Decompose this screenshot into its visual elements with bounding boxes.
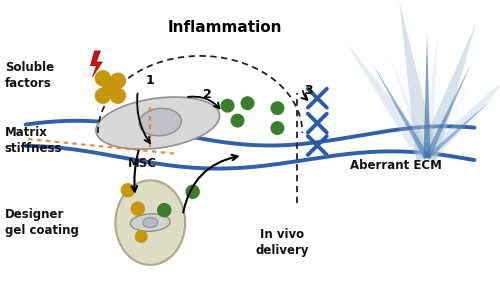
Ellipse shape [130, 214, 170, 231]
Circle shape [230, 114, 244, 128]
Circle shape [270, 121, 284, 135]
Circle shape [120, 183, 135, 198]
Ellipse shape [96, 97, 220, 149]
Polygon shape [90, 51, 102, 77]
Text: 3: 3 [304, 84, 313, 97]
Text: In vivo
delivery: In vivo delivery [256, 228, 309, 257]
Circle shape [94, 87, 111, 104]
Polygon shape [418, 22, 476, 161]
Polygon shape [372, 63, 430, 159]
Text: 2: 2 [203, 88, 212, 101]
Circle shape [102, 80, 118, 97]
Circle shape [135, 230, 148, 243]
Text: Aberrant ECM: Aberrant ECM [350, 159, 442, 172]
Polygon shape [422, 70, 500, 163]
Text: MSC: MSC [128, 157, 158, 170]
Polygon shape [424, 33, 430, 158]
Circle shape [240, 96, 254, 110]
Polygon shape [400, 1, 438, 160]
Text: Designer
gel coating: Designer gel coating [4, 208, 78, 237]
Polygon shape [422, 80, 472, 160]
Circle shape [130, 201, 145, 216]
Polygon shape [426, 98, 494, 160]
Circle shape [94, 70, 111, 87]
Ellipse shape [116, 180, 185, 265]
Circle shape [186, 185, 200, 199]
Circle shape [110, 87, 126, 104]
Text: Matrix
stiffness: Matrix stiffness [4, 126, 62, 155]
Circle shape [270, 101, 284, 115]
Polygon shape [424, 63, 472, 159]
Text: Inflammation: Inflammation [168, 20, 282, 35]
Polygon shape [390, 55, 431, 159]
Polygon shape [347, 44, 434, 163]
Circle shape [157, 203, 172, 217]
Text: Soluble
factors: Soluble factors [4, 61, 54, 90]
Text: 1: 1 [146, 74, 154, 87]
Ellipse shape [143, 218, 158, 228]
Polygon shape [418, 59, 433, 158]
Polygon shape [422, 34, 438, 158]
Ellipse shape [139, 108, 182, 136]
Circle shape [220, 99, 234, 113]
Circle shape [110, 73, 126, 89]
